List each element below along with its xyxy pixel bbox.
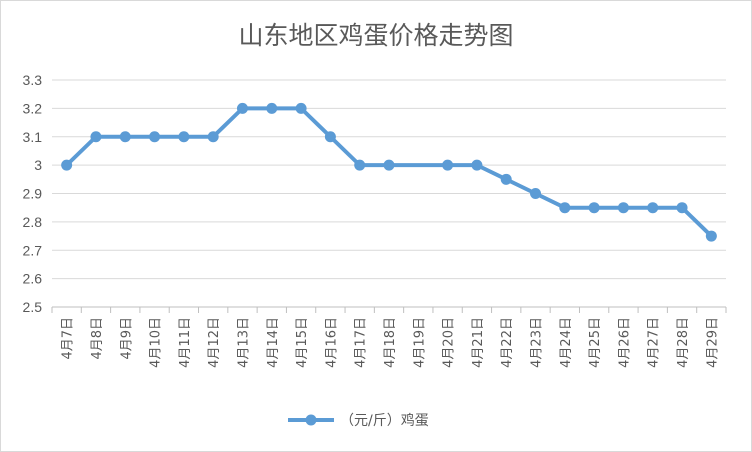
data-point xyxy=(354,159,366,171)
data-point xyxy=(149,131,161,143)
x-tick-label: 4月19日 xyxy=(412,317,427,368)
x-tick-label: 4月24日 xyxy=(559,317,574,368)
y-tick-label: 3.2 xyxy=(23,100,43,116)
x-axis: 4月7日 4月8日 4月9日 4月10日 4月11日 4月12日 4月13日 4月14日 4月1… xyxy=(51,307,727,368)
y-axis: 2.5 2.6 2.7 2.8 2.9 3 3.1 3.2 3.3 xyxy=(23,72,43,315)
y-tick-label: 2.9 xyxy=(23,186,43,202)
x-tick-label: 4月28日 xyxy=(676,317,691,368)
data-point xyxy=(647,202,659,214)
y-tick-label: 3.1 xyxy=(23,129,43,145)
series-layer xyxy=(61,102,717,242)
data-point xyxy=(207,131,219,143)
data-point xyxy=(442,159,454,171)
data-point xyxy=(617,202,629,214)
legend: （元/斤）鸡蛋 xyxy=(288,412,429,429)
x-tick-label: 4月7日 xyxy=(61,317,76,360)
y-tick-label: 2.6 xyxy=(23,271,43,287)
y-tick-label: 2.5 xyxy=(23,299,43,315)
x-tick-label: 4月14日 xyxy=(266,317,281,368)
data-point xyxy=(530,188,542,199)
x-tick-label: 4月22日 xyxy=(500,317,515,368)
x-tick-label: 4月12日 xyxy=(207,317,222,368)
x-tick-label: 4月29日 xyxy=(705,317,720,368)
series-line xyxy=(64,106,714,239)
y-tick-label: 2.7 xyxy=(23,242,43,258)
legend-marker xyxy=(305,414,317,426)
x-tick-label: 4月25日 xyxy=(588,317,603,368)
data-point xyxy=(295,102,307,114)
y-tick-label: 2.8 xyxy=(23,214,43,230)
data-point xyxy=(119,131,131,143)
x-tick-label: 4月11日 xyxy=(178,317,193,368)
x-tick-label: 4月23日 xyxy=(530,317,545,368)
data-point xyxy=(178,131,190,143)
x-tick-label: 4月9日 xyxy=(119,317,134,360)
data-point xyxy=(676,202,688,214)
x-tick-label: 4月18日 xyxy=(383,317,398,368)
x-tick-label: 4月16日 xyxy=(324,317,339,368)
chart-title: 山东地区鸡蛋价格走势图 xyxy=(238,21,513,50)
x-tick-label: 4月10日 xyxy=(149,317,164,368)
data-point xyxy=(588,202,600,214)
data-point xyxy=(559,202,571,214)
data-point xyxy=(236,102,248,114)
data-point xyxy=(500,173,512,185)
data-point xyxy=(705,230,717,242)
legend-label: （元/斤）鸡蛋 xyxy=(340,412,429,429)
x-tick-label: 4月15日 xyxy=(295,317,310,368)
data-point xyxy=(90,131,102,143)
data-point xyxy=(61,159,73,171)
x-tick-label: 4月26日 xyxy=(617,317,632,368)
x-tick-label: 4月20日 xyxy=(442,317,457,368)
y-tick-label: 3.3 xyxy=(23,72,43,88)
y-tick-label: 3 xyxy=(34,157,42,173)
x-tick-label: 4月17日 xyxy=(354,317,369,368)
x-tick-label: 4月21日 xyxy=(471,317,486,368)
x-tick-label: 4月8日 xyxy=(90,317,105,360)
data-point xyxy=(471,159,483,171)
data-point xyxy=(383,159,395,171)
x-tick-label: 4月27日 xyxy=(647,317,662,368)
data-point xyxy=(266,102,278,114)
x-tick-label: 4月13日 xyxy=(236,317,251,368)
data-point xyxy=(324,131,336,143)
gridlines xyxy=(52,79,726,308)
